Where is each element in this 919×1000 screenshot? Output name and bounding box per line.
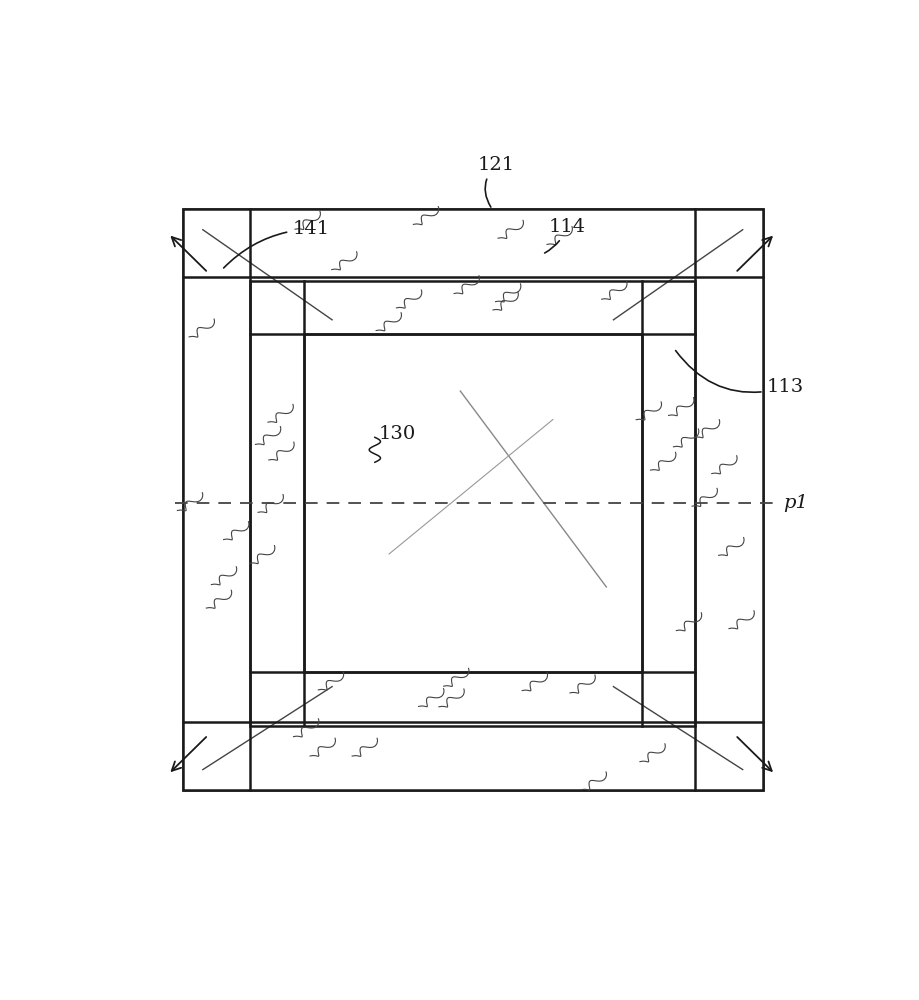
Bar: [696, 209, 763, 277]
Bar: [250, 281, 696, 726]
Text: 130: 130: [379, 425, 415, 443]
Bar: [303, 334, 641, 672]
Text: 141: 141: [223, 220, 329, 268]
Text: 114: 114: [545, 218, 585, 253]
Bar: [183, 722, 250, 790]
Text: 113: 113: [675, 351, 804, 396]
Bar: [250, 672, 303, 726]
Bar: [183, 209, 763, 790]
Text: p1: p1: [783, 494, 808, 512]
Bar: [641, 672, 696, 726]
Bar: [183, 209, 763, 790]
Bar: [183, 209, 250, 277]
Bar: [250, 334, 303, 672]
Bar: [250, 281, 303, 334]
Bar: [250, 209, 696, 277]
Bar: [641, 281, 696, 334]
Bar: [696, 722, 763, 790]
Bar: [183, 277, 250, 722]
Bar: [641, 334, 696, 672]
Bar: [303, 281, 641, 334]
Bar: [250, 722, 696, 790]
Bar: [303, 672, 641, 726]
Text: 121: 121: [477, 156, 515, 207]
Bar: [696, 277, 763, 722]
